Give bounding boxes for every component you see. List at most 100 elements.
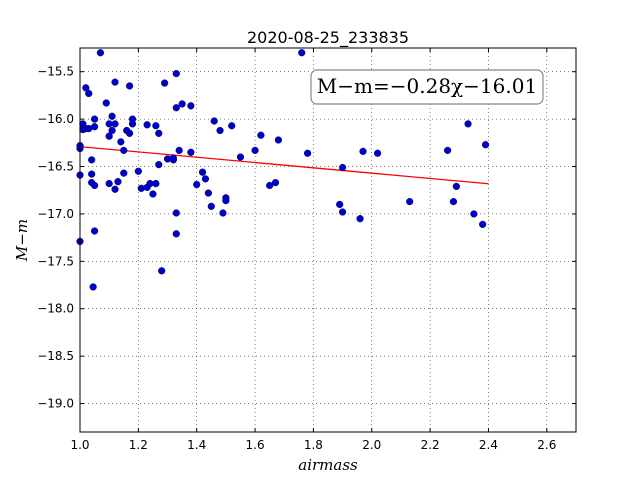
data-point — [193, 180, 201, 189]
data-point — [108, 126, 116, 135]
chart-title: 2020-08-25_233835 — [247, 28, 409, 48]
data-point — [155, 161, 163, 169]
x-tick-label: 2.6 — [537, 438, 556, 452]
data-point — [120, 169, 128, 177]
y-tick-label: −18.0 — [37, 302, 74, 316]
data-point — [356, 215, 364, 223]
x-tick-label: 1.2 — [129, 438, 148, 452]
data-point — [228, 122, 236, 130]
data-point — [257, 131, 265, 139]
y-tick-label: −18.5 — [37, 349, 74, 363]
data-point — [105, 179, 113, 188]
data-point — [96, 49, 105, 57]
data-point — [406, 198, 414, 206]
x-tick-label: 1.4 — [187, 438, 206, 452]
data-point — [172, 104, 180, 112]
data-point — [444, 146, 452, 155]
data-point — [338, 208, 347, 216]
annotation-box — [310, 69, 544, 105]
data-point — [222, 197, 230, 205]
data-point — [470, 210, 478, 218]
data-point — [134, 167, 142, 175]
data-point — [117, 138, 125, 146]
data-point — [120, 146, 128, 155]
y-tick-label: −16.5 — [37, 160, 74, 174]
data-point — [178, 100, 186, 108]
data-point — [338, 163, 347, 172]
data-point — [90, 181, 99, 190]
data-point — [105, 132, 113, 140]
data-point — [90, 115, 99, 123]
data-point — [89, 283, 97, 291]
y-axis-label: M−m — [13, 219, 31, 262]
data-point — [266, 181, 274, 190]
x-tick-label: 2.4 — [479, 438, 498, 452]
y-tick-label: −17.5 — [37, 254, 74, 268]
data-point — [374, 149, 382, 157]
data-point — [169, 154, 177, 162]
data-point — [303, 149, 312, 157]
data-point — [201, 175, 210, 183]
x-tick-label: 1.6 — [246, 438, 265, 452]
data-point — [155, 129, 163, 137]
x-tick-label: 1.0 — [70, 438, 89, 452]
data-point — [85, 89, 93, 98]
data-point — [161, 79, 169, 87]
plot-frame — [79, 47, 577, 433]
y-tick-label: −15.5 — [37, 65, 74, 79]
y-tick-label: −17.0 — [37, 207, 74, 221]
data-point — [452, 182, 460, 191]
data-point — [88, 170, 96, 178]
data-point — [102, 99, 110, 107]
data-point — [90, 123, 99, 131]
data-point — [128, 120, 137, 128]
data-point — [152, 122, 160, 130]
plot-area: 1.0 1.2 1.4 1.6 1.8 2.0 2.2 2.4 2.6 −15.5 −16.0 −16… — [37, 47, 577, 452]
data-point — [449, 198, 458, 206]
x-tick-label: 2.2 — [421, 438, 440, 452]
data-point — [219, 209, 227, 217]
data-point — [126, 82, 134, 90]
y-tick-label: −19.0 — [37, 397, 74, 411]
data-point — [114, 178, 122, 186]
data-point — [271, 179, 280, 187]
data-point — [187, 102, 195, 110]
data-point — [143, 121, 151, 129]
data-point — [216, 126, 224, 135]
annotation-text: M−m=−0.28χ−16.01 — [317, 74, 537, 98]
x-tick-label: 2.0 — [362, 438, 381, 452]
data-point — [198, 168, 207, 176]
data-point — [236, 153, 245, 161]
data-point — [172, 69, 180, 78]
data-point — [274, 136, 283, 144]
data-point — [111, 78, 119, 86]
data-point — [251, 146, 259, 155]
data-point — [158, 267, 166, 275]
data-point — [172, 230, 180, 238]
data-point — [336, 200, 344, 209]
data-point — [187, 148, 195, 156]
data-point — [204, 189, 212, 197]
data-point — [479, 220, 487, 228]
data-point — [82, 84, 90, 92]
data-point — [481, 141, 490, 149]
data-point — [210, 117, 218, 125]
data-point — [359, 147, 367, 155]
data-point — [207, 202, 215, 210]
y-tick-label: −16.0 — [37, 112, 74, 126]
x-axis-label: airmass — [298, 456, 358, 474]
data-point — [298, 49, 306, 57]
data-point — [464, 120, 472, 128]
data-point — [111, 185, 119, 193]
data-point — [90, 227, 99, 235]
data-point — [175, 146, 183, 155]
x-tick-label: 1.8 — [304, 438, 323, 452]
data-point — [88, 156, 96, 164]
fit-line — [79, 145, 489, 185]
data-point — [111, 120, 119, 128]
data-point — [149, 190, 157, 198]
data-point — [108, 112, 116, 120]
data-point — [126, 129, 134, 137]
data-point — [152, 179, 160, 188]
